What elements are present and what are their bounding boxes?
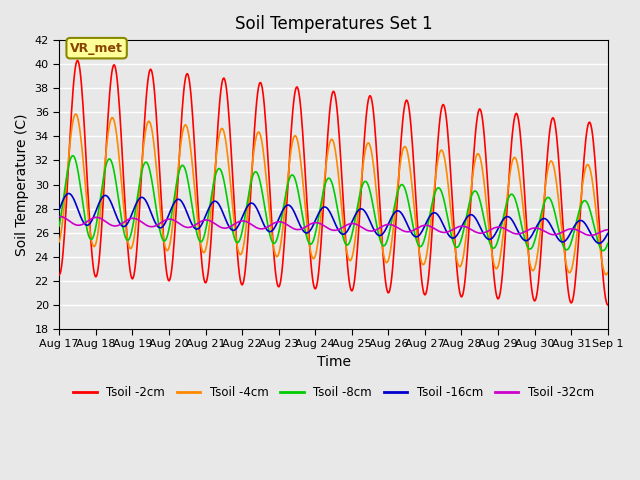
- Tsoil -4cm: [56, 239, 63, 245]
- Y-axis label: Soil Temperature (C): Soil Temperature (C): [15, 113, 29, 256]
- Tsoil -16cm: [417, 230, 425, 236]
- Tsoil -16cm: [65, 191, 72, 196]
- Tsoil -32cm: [207, 218, 215, 224]
- Tsoil -16cm: [604, 230, 612, 236]
- Tsoil -16cm: [66, 191, 74, 197]
- Tsoil -32cm: [401, 228, 409, 234]
- Line: Tsoil -4cm: Tsoil -4cm: [60, 114, 608, 275]
- X-axis label: Time: Time: [317, 355, 351, 369]
- Tsoil -16cm: [401, 216, 409, 222]
- Title: Soil Temperatures Set 1: Soil Temperatures Set 1: [235, 15, 432, 33]
- Tsoil -32cm: [56, 214, 64, 219]
- Tsoil -16cm: [56, 207, 63, 213]
- Tsoil -16cm: [178, 199, 186, 205]
- Tsoil -8cm: [417, 244, 425, 250]
- Tsoil -32cm: [122, 218, 130, 224]
- Tsoil -8cm: [69, 153, 77, 158]
- Tsoil -8cm: [604, 240, 612, 246]
- Tsoil -4cm: [65, 149, 73, 155]
- Tsoil -32cm: [66, 218, 74, 224]
- Line: Tsoil -2cm: Tsoil -2cm: [60, 60, 608, 305]
- Tsoil -2cm: [401, 102, 409, 108]
- Tsoil -2cm: [178, 108, 186, 114]
- Tsoil -4cm: [401, 144, 409, 149]
- Line: Tsoil -32cm: Tsoil -32cm: [60, 216, 608, 235]
- Tsoil -8cm: [207, 195, 215, 201]
- Tsoil -8cm: [65, 161, 73, 167]
- Tsoil -2cm: [74, 58, 81, 63]
- Tsoil -16cm: [207, 202, 215, 207]
- Tsoil -2cm: [56, 272, 63, 278]
- Line: Tsoil -16cm: Tsoil -16cm: [60, 193, 608, 243]
- Tsoil -8cm: [600, 248, 607, 253]
- Tsoil -4cm: [417, 257, 425, 263]
- Tsoil -4cm: [122, 229, 130, 235]
- Tsoil -4cm: [178, 132, 186, 138]
- Tsoil -32cm: [417, 224, 425, 229]
- Tsoil -32cm: [56, 214, 63, 219]
- Tsoil -16cm: [122, 222, 130, 228]
- Tsoil -2cm: [122, 224, 130, 230]
- Tsoil -2cm: [65, 150, 73, 156]
- Tsoil -2cm: [207, 237, 215, 242]
- Tsoil -4cm: [602, 272, 610, 277]
- Tsoil -8cm: [178, 163, 186, 168]
- Tsoil -32cm: [178, 223, 186, 228]
- Tsoil -4cm: [604, 270, 612, 276]
- Tsoil -8cm: [122, 236, 130, 242]
- Tsoil -32cm: [604, 227, 612, 233]
- Text: VR_met: VR_met: [70, 42, 123, 55]
- Tsoil -16cm: [596, 240, 604, 246]
- Legend: Tsoil -2cm, Tsoil -4cm, Tsoil -8cm, Tsoil -16cm, Tsoil -32cm: Tsoil -2cm, Tsoil -4cm, Tsoil -8cm, Tsoi…: [68, 382, 599, 404]
- Line: Tsoil -8cm: Tsoil -8cm: [60, 156, 608, 251]
- Tsoil -8cm: [401, 186, 409, 192]
- Tsoil -2cm: [417, 269, 425, 275]
- Tsoil -32cm: [586, 232, 594, 238]
- Tsoil -2cm: [604, 302, 612, 308]
- Tsoil -8cm: [56, 223, 63, 229]
- Tsoil -4cm: [72, 111, 80, 117]
- Tsoil -4cm: [207, 207, 215, 213]
